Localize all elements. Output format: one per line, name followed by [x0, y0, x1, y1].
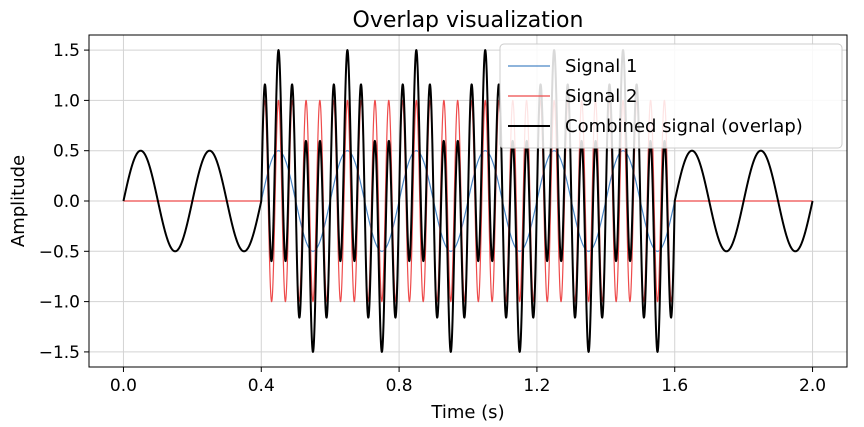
y-tick-label: 0.0: [53, 192, 80, 212]
legend-entry-signal-2: Signal 2: [508, 86, 637, 107]
x-tick-label: 0.4: [248, 376, 275, 396]
legend-label: Signal 1: [565, 56, 637, 77]
y-tick-label: −0.5: [39, 242, 80, 262]
chart-title: Overlap visualization: [353, 8, 584, 33]
x-axis-label: Time (s): [430, 402, 504, 423]
legend-label: Signal 2: [565, 86, 637, 107]
y-axis-label: Amplitude: [8, 155, 29, 247]
y-tick-label: −1.0: [39, 293, 80, 313]
combined-signal-line: [122, 49, 814, 353]
y-tick-label: 1.5: [53, 41, 80, 61]
x-tick-label: 0.0: [110, 376, 137, 396]
legend-entry-signal-1: Signal 1: [508, 56, 637, 77]
legend-entry-combined: Combined signal (overlap): [508, 116, 803, 137]
axis-ticks: 0.0 0.4 0.8 1.2 1.6 2.0 −1.5 −1.0 −0.5 0.0 0.5 1.0 1…: [39, 41, 826, 396]
y-tick-label: 1.0: [53, 91, 80, 111]
y-tick-label: 0.5: [53, 142, 80, 162]
legend: Signal 1 Signal 2 Combined signal (overlap…: [499, 43, 843, 149]
legend-label: Combined signal (overlap): [565, 116, 803, 137]
x-tick-label: 2.0: [799, 376, 826, 396]
x-tick-label: 1.2: [523, 376, 550, 396]
x-tick-label: 0.8: [386, 376, 413, 396]
y-tick-label: −1.5: [39, 343, 80, 363]
plot-series: [122, 49, 814, 353]
x-tick-label: 1.6: [661, 376, 688, 396]
legend-box: [499, 43, 843, 149]
